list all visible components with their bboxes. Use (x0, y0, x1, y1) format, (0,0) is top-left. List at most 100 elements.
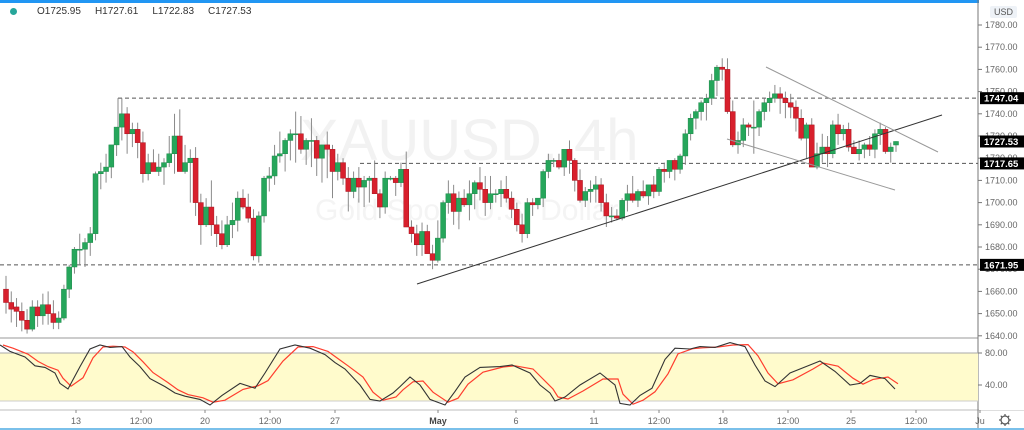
price-tick-label: 1680.00 (985, 242, 1018, 252)
candle (772, 93, 778, 99)
candle (408, 226, 415, 234)
candle (313, 140, 320, 159)
time-tick-label: 12:00 (777, 416, 800, 426)
time-tick-label: 11 (589, 416, 598, 426)
candle (751, 126, 757, 129)
candle (256, 215, 262, 257)
candle (24, 320, 30, 330)
candle (371, 177, 378, 194)
candle (298, 133, 304, 150)
candle (787, 102, 794, 108)
candle (487, 193, 494, 203)
ascending-trendline[interactable] (416, 114, 943, 285)
candle (266, 175, 273, 179)
candle (561, 149, 567, 168)
time-tick-label: 12:00 (648, 416, 671, 426)
candle (392, 177, 399, 183)
candle (866, 144, 873, 150)
candle (635, 191, 641, 201)
price-level-badge (980, 258, 1024, 271)
candle (66, 266, 72, 290)
stoch-band (0, 353, 978, 401)
candle (535, 197, 541, 206)
candle (34, 306, 41, 317)
candle (213, 224, 220, 234)
time-tick-label: 20 (200, 416, 210, 426)
svg-text:1671.95: 1671.95 (984, 260, 1019, 271)
candle (514, 209, 520, 226)
candle (519, 224, 525, 234)
candle (92, 173, 99, 234)
time-tick-label: May (429, 416, 447, 426)
legend-close: C1727.53 (208, 6, 252, 17)
candle (493, 193, 499, 195)
candle (440, 202, 446, 239)
candle (840, 129, 847, 135)
candle (703, 98, 710, 103)
currency-badge[interactable]: USD (990, 6, 1018, 18)
candle (282, 140, 288, 155)
price-tick-label: 1710.00 (985, 175, 1018, 185)
candle (545, 160, 552, 172)
price-axis: 1780.001770.001760.001750.001740.001730.… (978, 0, 1024, 410)
candle (387, 177, 394, 180)
candle (261, 177, 267, 217)
candle (529, 202, 536, 206)
candle (356, 177, 362, 188)
time-tick-label: 18 (718, 416, 728, 426)
candle (219, 233, 225, 246)
price-tick-label: 1770.00 (985, 42, 1018, 52)
candle (182, 162, 188, 172)
symbol-status-dot[interactable] (10, 8, 17, 15)
candle (877, 129, 883, 135)
svg-text:1717.65: 1717.65 (984, 159, 1019, 170)
svg-text:1747.04: 1747.04 (984, 94, 1019, 105)
candle (566, 149, 573, 161)
stoch-tick-label: 80.00 (985, 348, 1008, 358)
channel-upper-line[interactable] (765, 66, 939, 153)
gear-icon[interactable] (999, 414, 1011, 426)
candle (45, 304, 51, 314)
candle (845, 129, 852, 148)
candle (651, 184, 657, 192)
candle (198, 202, 204, 226)
candle (861, 144, 868, 150)
candle (577, 180, 583, 201)
candle (429, 253, 436, 261)
price-tick-label: 1700.00 (985, 198, 1018, 208)
stoch-k-line (0, 342, 896, 406)
svg-text:1727.53: 1727.53 (984, 137, 1018, 148)
candle (498, 189, 504, 194)
candle (872, 133, 878, 150)
candle (851, 146, 857, 155)
price-tick-label: 1760.00 (985, 64, 1018, 74)
bottom-accent-bar (0, 428, 1024, 430)
candle (177, 135, 183, 172)
candle (882, 129, 889, 152)
price-tick-label: 1740.00 (985, 109, 1018, 119)
candle (50, 313, 57, 323)
candle (76, 248, 83, 251)
candle (835, 124, 841, 135)
candle (682, 133, 689, 157)
candle (271, 155, 278, 177)
candle (3, 288, 9, 303)
candle (13, 306, 20, 312)
candle (319, 144, 325, 159)
price-tick-label: 1780.00 (985, 20, 1018, 30)
candle (113, 126, 120, 146)
time-tick-label: Ju (975, 416, 985, 426)
channel-lower-line[interactable] (726, 138, 896, 191)
price-tick-label: 1660.00 (985, 286, 1018, 296)
candle (335, 162, 341, 172)
candle (303, 140, 309, 150)
candle (229, 220, 236, 226)
candle (345, 177, 352, 192)
stochastic-pane (0, 342, 978, 406)
candle (140, 142, 146, 174)
candle (124, 113, 130, 135)
candle (98, 171, 104, 174)
time-tick-label: 12:00 (259, 416, 282, 426)
candle (398, 169, 404, 183)
